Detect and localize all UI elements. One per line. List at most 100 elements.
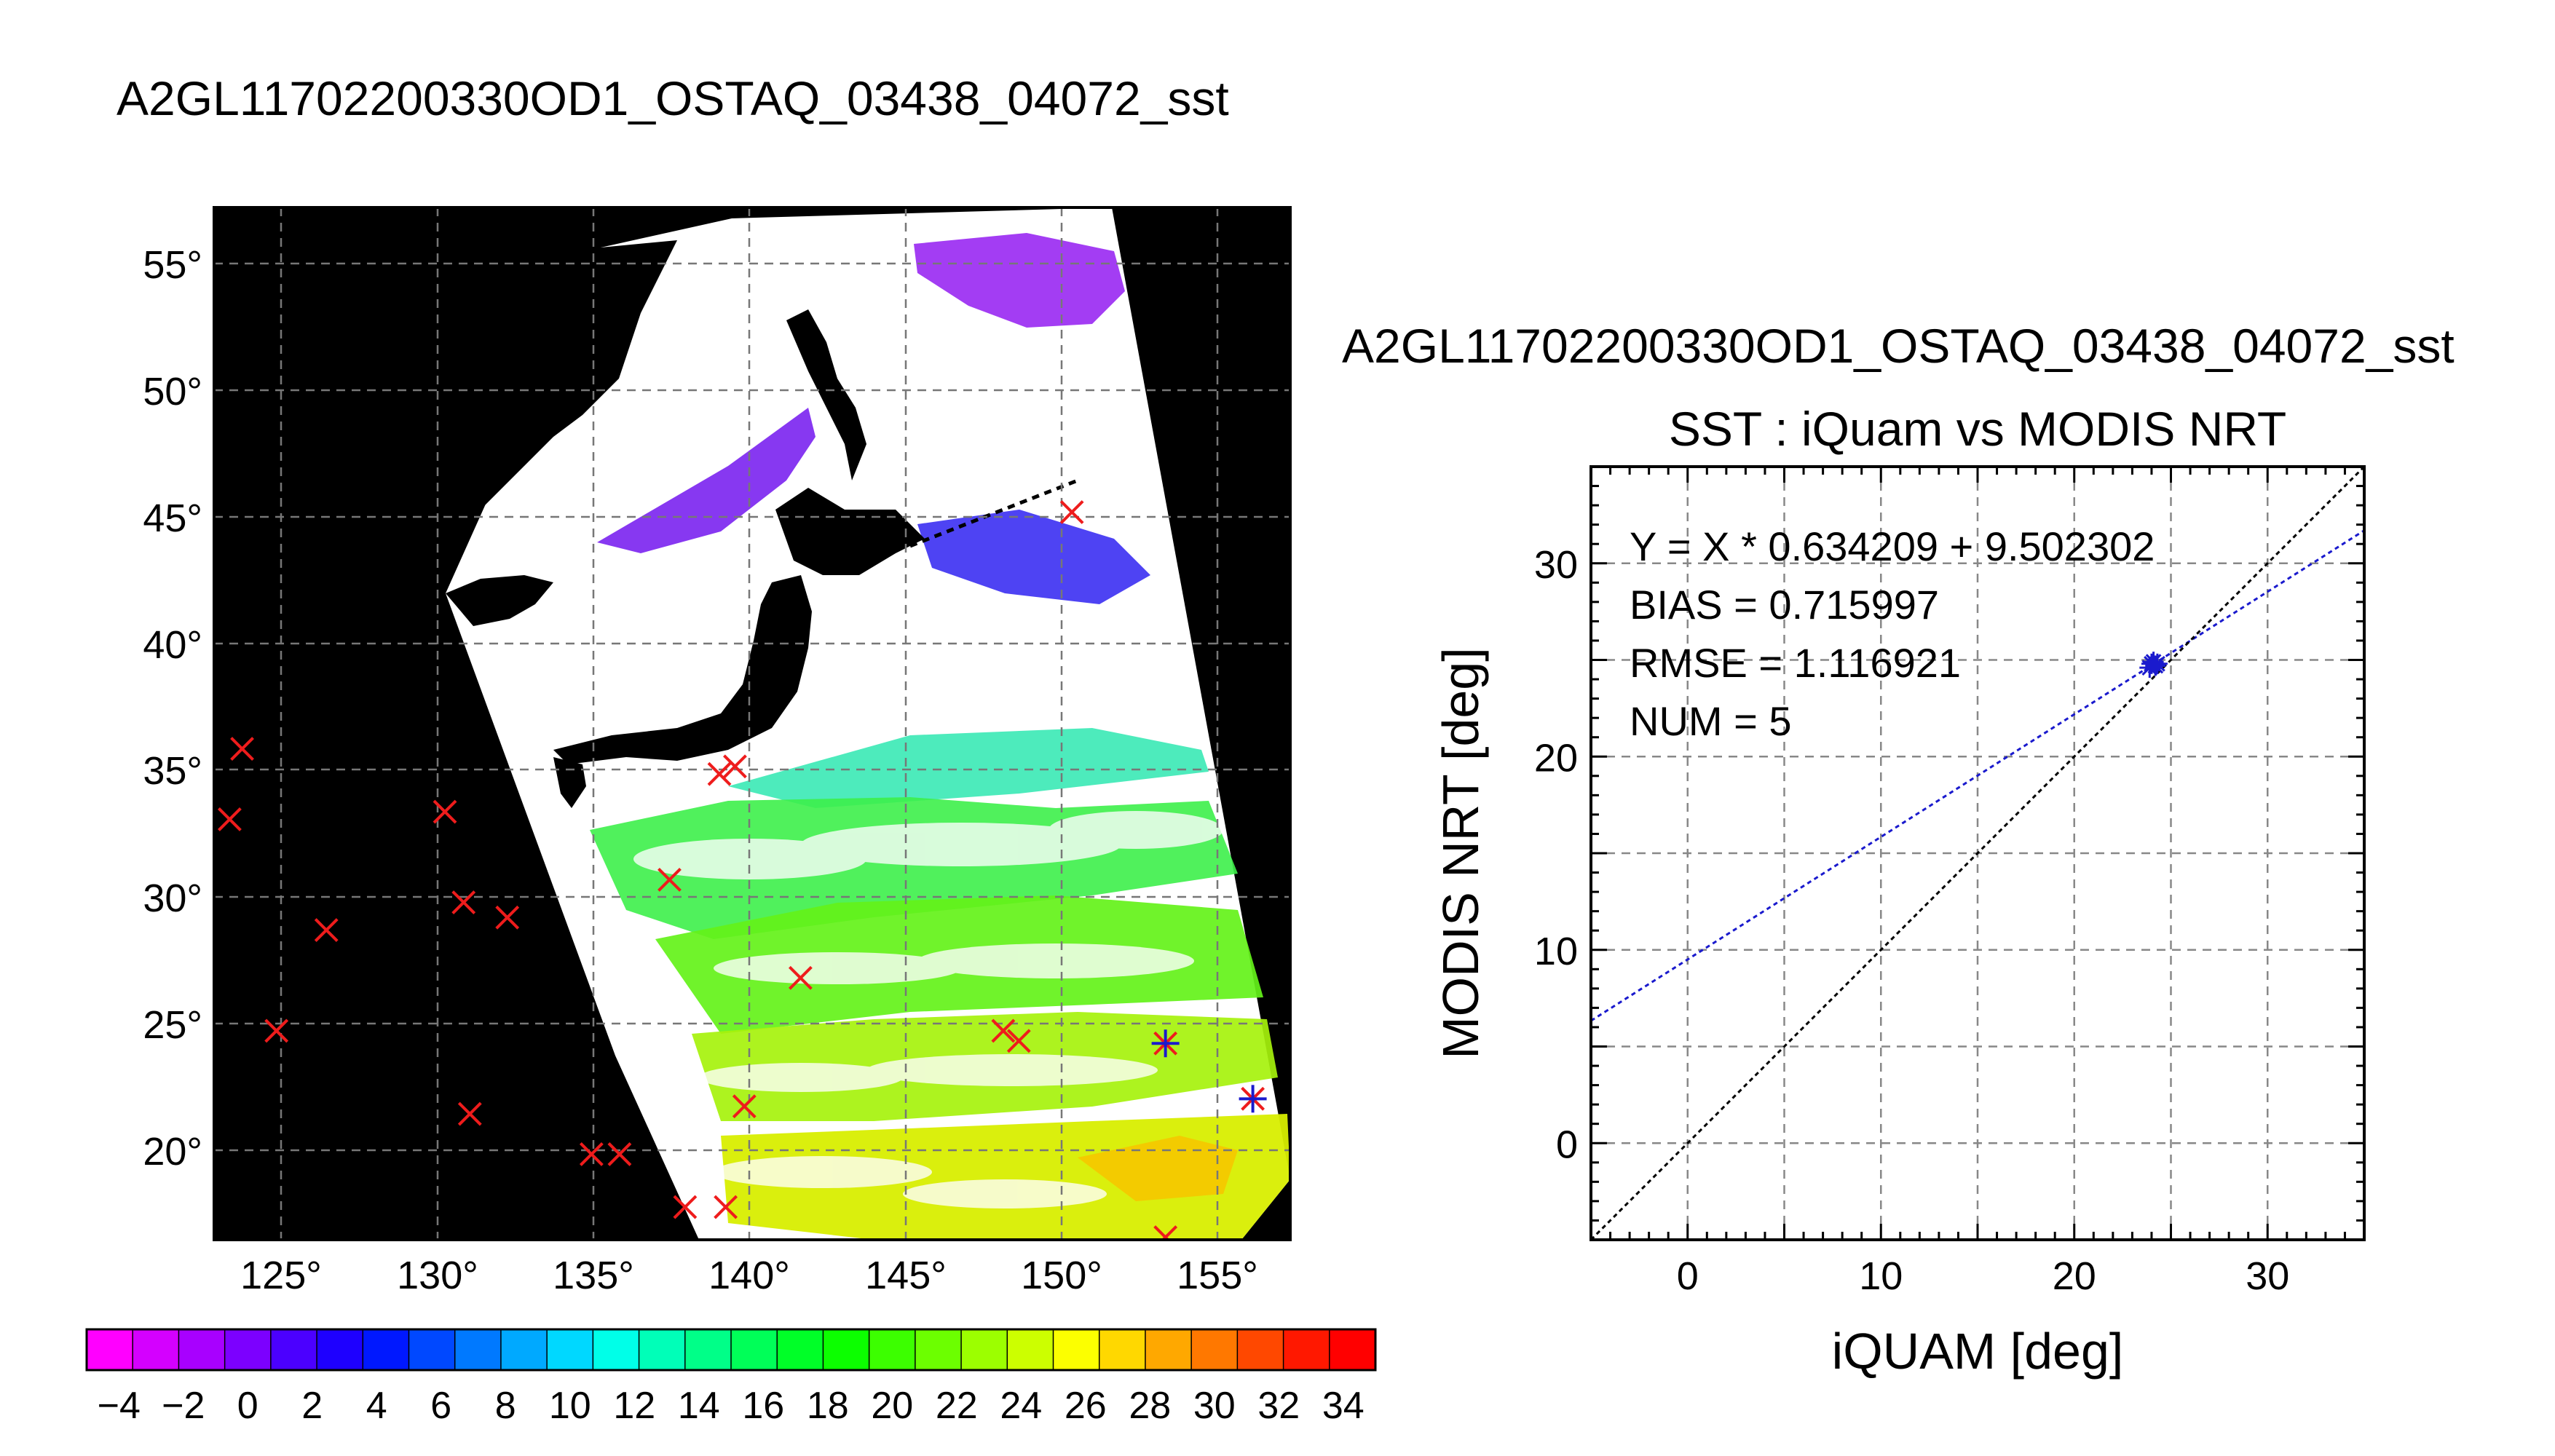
colorbar-cell <box>547 1329 593 1370</box>
colorbar-tick-label: 32 <box>1257 1385 1300 1427</box>
map-frame <box>213 206 1292 1241</box>
colorbar-cell <box>178 1329 226 1370</box>
colorbar-tick-label: 8 <box>495 1385 516 1427</box>
colorbar-cell <box>1237 1329 1284 1370</box>
scatter-grid <box>1591 467 2364 1240</box>
lon-tick-labels: 125° 130° 135° 140° 145° 150° 155° <box>240 1254 1258 1297</box>
colorbar-cell <box>915 1329 962 1370</box>
insitu-marker <box>1059 500 1084 524</box>
orbit-seam <box>909 478 1078 548</box>
colorbar-tick-label: 2 <box>301 1385 323 1427</box>
sst-purple-north <box>914 233 1125 328</box>
colorbar-tick-label: 0 <box>237 1385 258 1427</box>
lat-tick-label: 50° <box>143 370 202 414</box>
lat-tick-label: 20° <box>143 1130 202 1174</box>
map-grid <box>214 207 1290 1240</box>
colorbar-tick-label: 18 <box>807 1385 849 1427</box>
lat-tick-label: 30° <box>143 877 202 920</box>
insitu-marker <box>657 868 682 892</box>
colorbar-cell <box>317 1329 363 1370</box>
scatter-y-tick-label: 30 <box>1534 543 1578 587</box>
insitu-marker <box>579 1142 604 1166</box>
colorbar-frame <box>85 1328 1377 1372</box>
regression-line <box>1591 529 2364 1022</box>
colorbar-cell <box>684 1329 732 1370</box>
colorbar-cell <box>363 1329 410 1370</box>
stats-block: Y = X * 0.634209 + 9.502302 BIAS = 0.715… <box>1630 523 2155 744</box>
scatter-frame <box>1590 465 2366 1241</box>
land-kyushu <box>553 757 586 808</box>
lon-tick-label: 125° <box>240 1254 322 1297</box>
colorbar-cell <box>823 1329 870 1370</box>
lon-tick-label: 135° <box>553 1254 634 1297</box>
land-hokkaido <box>775 488 925 575</box>
colorbar-cell <box>1283 1329 1330 1370</box>
colorbar-tick-label: 34 <box>1322 1385 1365 1427</box>
lat-tick-labels: 55° 50° 45° 40° 35° 30° 25° 20° <box>143 243 202 1174</box>
identity-line <box>1591 467 2364 1240</box>
colorbar-tick-label: 22 <box>936 1385 978 1427</box>
scatter-x-tick-label: 10 <box>1859 1254 1903 1298</box>
colorbar-cell <box>593 1329 640 1370</box>
colorbar-cell <box>454 1329 502 1370</box>
sst-orange-patch <box>1078 1136 1238 1201</box>
colorbar-cell <box>869 1329 916 1370</box>
sst-purple-okhotsk <box>597 408 816 553</box>
land-korea <box>446 575 553 626</box>
colorbar-cell <box>1191 1329 1238 1370</box>
scatter-y-tick-label: 0 <box>1556 1123 1578 1166</box>
colorbar-cell <box>1099 1329 1146 1370</box>
land-mainland-north <box>446 207 677 553</box>
colorbar-tick-label: 6 <box>430 1385 451 1427</box>
colorbar-cell <box>777 1329 824 1370</box>
colorbar-cell <box>1329 1329 1376 1370</box>
colorbar-tick-label: 30 <box>1193 1385 1236 1427</box>
colorbar-cells <box>87 1329 1376 1370</box>
colorbar-tick-label: 10 <box>549 1385 591 1427</box>
colorbar-cell <box>639 1329 686 1370</box>
sst-teal-band <box>728 728 1209 808</box>
insitu-marker <box>788 965 813 990</box>
colorbar-tick-label: 20 <box>871 1385 913 1427</box>
map-markers <box>218 500 1267 1240</box>
scatter-x-tick-label: 0 <box>1677 1254 1699 1298</box>
colorbar-labels: −4 −2 0 2 4 6 8 10 12 14 16 18 20 22 24 26 28 30 32 34 <box>98 1385 1365 1427</box>
colorbar-tick-label: −4 <box>98 1385 141 1427</box>
scatter-title-line2: SST : iQuam vs MODIS NRT <box>1669 402 2286 456</box>
land-honshu <box>553 575 812 764</box>
lat-tick-label: 25° <box>143 1003 202 1047</box>
map-panel: 55° 50° 45° 40° 35° 30° 25° 20° 125° 130… <box>143 206 1292 1297</box>
insitu-marker <box>495 905 520 930</box>
colorbar-tick-label: 24 <box>1000 1385 1042 1427</box>
scatter-x-tick-labels: 0 10 20 30 <box>1677 1254 2290 1298</box>
matchup-marker <box>1151 1029 1180 1058</box>
insitu-marker <box>991 1018 1016 1043</box>
colorbar-tick-label: −2 <box>162 1385 205 1427</box>
matchup-marker <box>1239 1085 1267 1113</box>
insitu-marker <box>264 1018 289 1043</box>
colorbar-cell <box>1053 1329 1100 1370</box>
land-sakhalin <box>786 309 866 480</box>
scatter-y-tick-labels: 0 10 20 30 <box>1534 543 1578 1167</box>
insitu-marker <box>673 1195 698 1219</box>
lat-tick-label: 40° <box>143 623 202 667</box>
scatter-point <box>2147 653 2168 674</box>
colorbar-cell <box>1145 1329 1192 1370</box>
lat-tick-label: 35° <box>143 749 202 793</box>
lon-tick-label: 130° <box>397 1254 478 1297</box>
insitu-marker <box>707 761 732 786</box>
colorbar-tick-label: 16 <box>742 1385 784 1427</box>
scatter-y-tick-label: 20 <box>1534 736 1578 780</box>
insitu-marker <box>607 1142 632 1166</box>
insitu-marker <box>218 807 242 831</box>
colorbar-tick-label: 14 <box>678 1385 720 1427</box>
colorbar-tick-label: 12 <box>613 1385 655 1427</box>
scatter-lines <box>1591 467 2364 1240</box>
sst-blue-kuril <box>917 510 1150 604</box>
colorbar-cell <box>500 1329 548 1370</box>
colorbar-tick-label: 4 <box>366 1385 387 1427</box>
colorbar-cell <box>224 1329 272 1370</box>
scatter-points <box>2139 652 2168 678</box>
colorbar-cell <box>1007 1329 1054 1370</box>
